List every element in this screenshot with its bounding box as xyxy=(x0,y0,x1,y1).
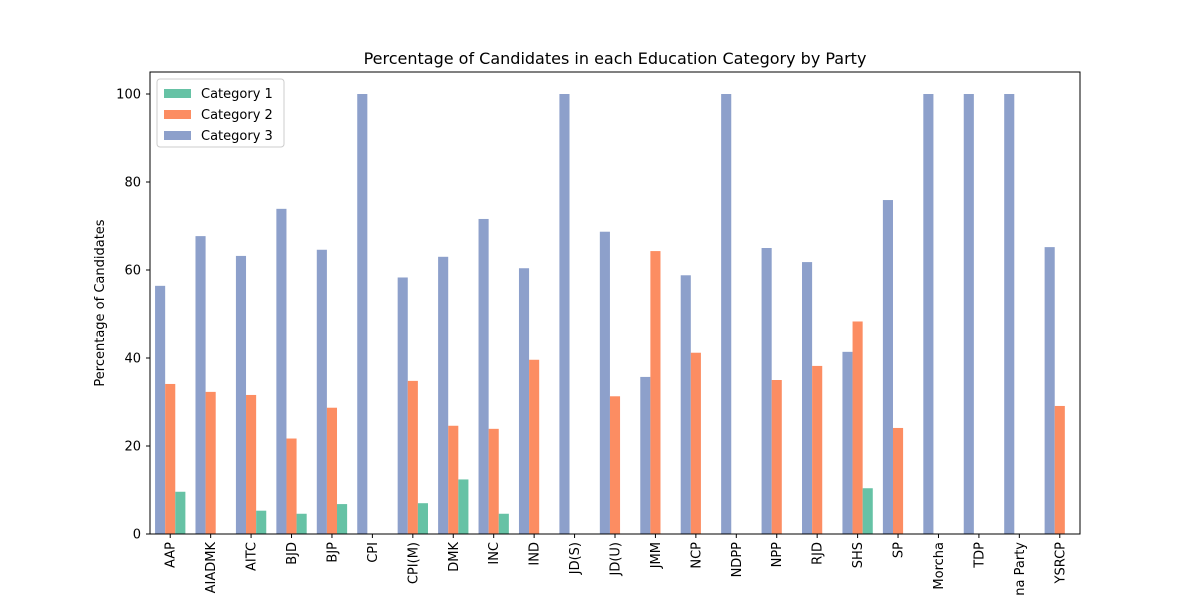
x-tick-label: RJD xyxy=(811,542,826,565)
x-tick-label: NPP xyxy=(770,542,785,568)
x-tick-label: TDP xyxy=(972,542,987,569)
bar-category-2-inc xyxy=(488,428,499,534)
bar-category-3-dmk xyxy=(438,256,449,534)
x-tick-label: YSRCP xyxy=(1053,542,1068,585)
bar-category-3-aap xyxy=(155,285,166,534)
bar-category-3-ndpp xyxy=(721,94,732,534)
legend: Category 1 Category 2 Category 3 xyxy=(156,78,285,148)
legend-swatch xyxy=(164,89,191,98)
x-tick-label: BJD xyxy=(285,542,300,565)
x-tick-label: IND xyxy=(528,542,543,566)
bar-category-3-rjd xyxy=(802,262,813,534)
y-axis: 0 20 40 60 80 100 xyxy=(116,88,150,543)
bar-category-3-na-party xyxy=(1004,94,1015,534)
y-tick-label: 60 xyxy=(124,264,141,279)
bar-category-3-jd-u- xyxy=(599,231,610,534)
bar-category-3-npp xyxy=(761,248,772,534)
bar-category-3-inc xyxy=(478,218,489,534)
bar-category-3-shs xyxy=(842,351,853,534)
bar-category-3-morcha xyxy=(923,94,934,534)
bar-category-2-dmk xyxy=(448,425,459,534)
bar-category-2-rjd xyxy=(812,365,823,534)
bar-category-2-ysrcp xyxy=(1054,405,1065,534)
chart-title: Percentage of Candidates in each Educati… xyxy=(364,49,867,68)
bar-category-1-inc xyxy=(498,513,509,534)
bar-category-2-ind xyxy=(529,359,540,534)
x-tick-label: JD(S) xyxy=(568,542,583,575)
bar-category-2-shs xyxy=(852,321,863,534)
plot-frame xyxy=(149,71,1081,535)
bar-category-3-ncp xyxy=(680,275,691,534)
x-tick-label: AIADMK xyxy=(204,542,219,594)
x-tick-label: JMM xyxy=(649,542,664,569)
bar-category-3-ysrcp xyxy=(1044,247,1055,534)
y-tick-label: 100 xyxy=(116,88,141,103)
legend-label: Category 1 xyxy=(201,87,273,102)
bar-category-1-dmk xyxy=(458,479,469,534)
legend-label: Category 3 xyxy=(201,129,273,144)
y-tick-label: 80 xyxy=(124,176,141,191)
bar-category-1-bjp xyxy=(337,504,348,534)
bar-category-3-jd-s- xyxy=(559,94,570,534)
bar-category-1-bjd xyxy=(296,513,307,534)
legend-swatch xyxy=(164,131,191,140)
bar-category-1-aap xyxy=(175,491,186,534)
y-tick-label: 0 xyxy=(133,528,141,543)
x-tick-label: CPI(M) xyxy=(406,542,421,584)
bar-category-2-cpi-m- xyxy=(407,380,418,534)
x-tick-label: AITC xyxy=(245,542,260,571)
y-axis-label: Percentage of Candidates xyxy=(93,219,108,386)
x-tick-label: BJP xyxy=(325,542,340,563)
bar-category-2-npp xyxy=(771,380,782,534)
x-tick-label: JD(U) xyxy=(609,542,624,577)
y-tick-label: 20 xyxy=(124,440,141,455)
bar-category-3-sp xyxy=(882,200,893,535)
bar-category-3-bjp xyxy=(316,249,327,534)
bar-category-3-bjd xyxy=(276,208,287,534)
bar-category-2-jd-u- xyxy=(609,396,621,534)
bar-category-1-shs xyxy=(862,488,873,534)
bar-category-3-jmm xyxy=(640,376,651,534)
bar-category-2-sp xyxy=(892,427,904,534)
bar-category-2-jmm xyxy=(650,251,661,534)
bar-category-3-tdp xyxy=(963,94,974,534)
x-tick-label: NCP xyxy=(689,542,704,569)
y-tick-label: 40 xyxy=(124,352,141,367)
bar-category-3-ind xyxy=(518,268,530,534)
x-tick-label: INC xyxy=(487,542,502,565)
bar-category-3-aiadmk xyxy=(195,236,206,534)
x-tick-label: Morcha xyxy=(932,542,947,590)
x-tick-label: SP xyxy=(892,542,907,558)
x-tick-label: DMK xyxy=(447,542,462,572)
x-tick-label: AAP xyxy=(164,542,179,568)
bar-category-3-cpi xyxy=(357,94,368,534)
bar-category-2-aap xyxy=(165,383,176,534)
bar-category-2-bjd xyxy=(286,438,297,534)
x-tick-label: na Party xyxy=(1013,542,1028,596)
bar-category-2-bjp xyxy=(326,407,338,534)
legend-swatch xyxy=(164,110,191,119)
bar-category-3-cpi-m- xyxy=(397,277,408,534)
bar-category-2-aitc xyxy=(246,394,257,534)
bar-category-3-aitc xyxy=(235,255,247,535)
bar-category-1-cpi-m- xyxy=(417,503,428,534)
bar-category-1-aitc xyxy=(256,510,267,534)
bars-group xyxy=(155,94,1065,535)
x-axis: AAP AIADMK AITC BJD BJP CPI CPI(M) DMK INC IND JD(… xyxy=(164,534,1068,596)
bar-category-2-aiadmk xyxy=(205,391,216,534)
x-tick-label: SHS xyxy=(851,542,866,568)
bar-category-2-ncp xyxy=(690,352,701,534)
x-tick-label: NDPP xyxy=(730,542,745,578)
legend-label: Category 2 xyxy=(201,108,273,123)
x-tick-label: CPI xyxy=(366,542,381,563)
